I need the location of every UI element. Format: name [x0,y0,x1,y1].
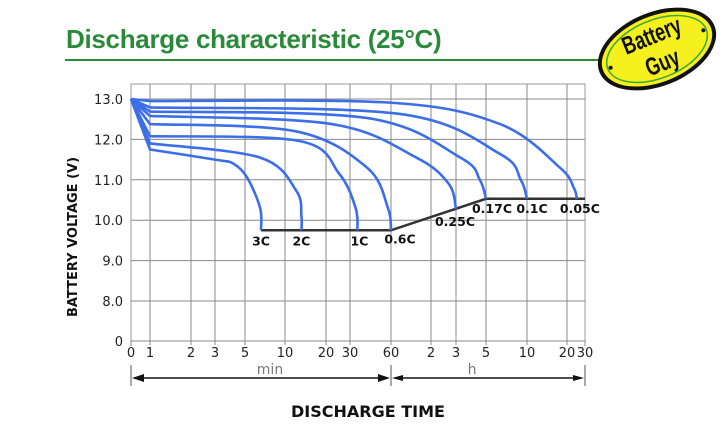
cutoff-line [261,197,585,232]
logo-dot-left [608,65,613,70]
curve-0.25C [130,98,458,210]
y-tick-label: 10.0 [94,214,123,229]
curve-2C [129,98,304,231]
x-tick-label: 3 [452,346,460,361]
x-tick-label: 30 [577,346,594,361]
unit-hours: h [468,362,477,378]
x-tick-label: 60 [383,346,400,361]
arrowhead-left [132,374,144,382]
cutoff-voltage-line [261,197,585,232]
x-tick-label: 30 [342,346,359,361]
x-tick-label: 10 [519,346,536,361]
curve-label-2C: 2C [292,233,310,248]
logo-dot-right [701,28,706,33]
y-tick-label: 9.0 [102,255,123,270]
logo-ring [605,14,709,84]
y-axis-title: BATTERY VOLTAGE (V) [66,157,81,317]
x-tick-label: 0 [127,346,135,361]
unit-minutes: min [257,362,283,378]
battery-guy-logo: Battery Guy [597,7,717,91]
x-tick-label: 20 [318,346,335,361]
arrowhead-min-right [378,374,390,382]
curve-label-0.1C: 0.1C [516,201,547,216]
x-axis-title: DISCHARGE TIME [291,402,445,421]
chart-title: Discharge characteristic (25°C) [66,24,442,54]
y-tick-label: 13.0 [94,93,123,108]
arrowhead-hour-left [392,375,403,381]
x-tick-label: 2 [187,346,195,361]
x-tick-label: 1 [146,346,154,361]
curve-label-0.6C: 0.6C [384,231,415,246]
x-tick-label: 20 [559,346,576,361]
x-tick-label: 5 [241,346,249,361]
y-tick-label: 12.0 [94,133,123,148]
y-tick-labels: 13.0 12.0 11.0 10.0 9.0 8.0 0 [94,93,123,350]
curve-label-1C: 1C [350,233,368,248]
curve-0.17C [130,97,488,200]
x-tick-label: 5 [482,346,490,361]
arrowhead-right [573,375,584,381]
curve-label-0.05C: 0.05C [560,201,600,216]
curve-label-0.17C: 0.17C [472,201,512,216]
curve-1C [129,98,359,231]
x-tick-label: 2 [427,346,435,361]
curve-0.05C [130,97,579,200]
curve-0.6C [129,98,393,231]
curve-label-3C: 3C [252,233,270,248]
curve-3C [129,98,263,231]
y-tick-label: 8.0 [102,295,123,310]
x-tick-label: 3 [211,346,219,361]
x-tick-label: 10 [277,346,294,361]
discharge-curves [129,97,579,231]
title-underline [65,59,605,61]
curve-label-0.25C: 0.25C [435,214,475,229]
y-tick-label: 0 [115,335,123,350]
time-range-arrows: min h [130,362,586,386]
y-tick-label: 11.0 [94,174,123,189]
curve-0.1C [130,97,529,200]
x-tick-labels: 0 1 2 3 5 10 20 30 60 2 3 5 10 20 30 [127,346,593,361]
